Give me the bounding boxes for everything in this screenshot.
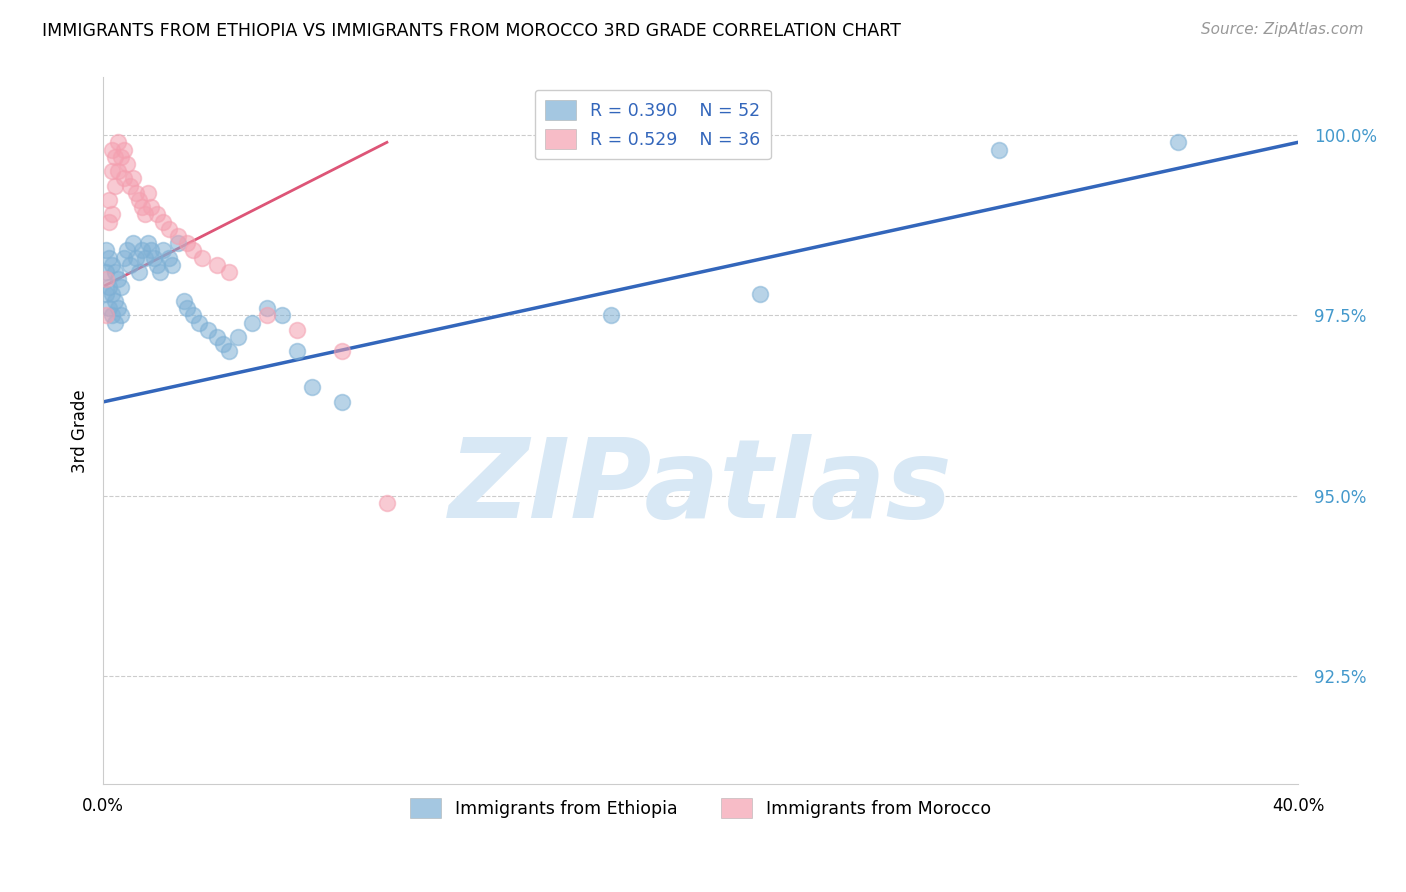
- Point: [122, 171, 145, 186]
- Point: [98, 214, 121, 228]
- Point: [125, 186, 148, 200]
- Point: [107, 272, 129, 286]
- Point: [139, 244, 162, 258]
- Point: [181, 309, 204, 323]
- Y-axis label: 3rd Grade: 3rd Grade: [72, 389, 89, 473]
- Point: [110, 150, 132, 164]
- Point: [173, 293, 195, 308]
- Point: [101, 143, 124, 157]
- Point: [107, 164, 129, 178]
- Point: [98, 251, 121, 265]
- Point: [107, 301, 129, 315]
- Point: [375, 496, 398, 510]
- Point: [101, 258, 124, 272]
- Point: [205, 258, 228, 272]
- Point: [285, 344, 308, 359]
- Point: [301, 380, 323, 394]
- Point: [134, 207, 156, 221]
- Point: [101, 309, 124, 323]
- Point: [271, 309, 294, 323]
- Point: [98, 279, 121, 293]
- Point: [104, 150, 127, 164]
- Point: [128, 193, 150, 207]
- Point: [146, 258, 169, 272]
- Point: [94, 244, 117, 258]
- Point: [218, 344, 240, 359]
- Point: [139, 200, 162, 214]
- Point: [110, 279, 132, 293]
- Point: [190, 251, 212, 265]
- Point: [104, 293, 127, 308]
- Point: [94, 309, 117, 323]
- Point: [157, 251, 180, 265]
- Point: [94, 265, 117, 279]
- Point: [118, 178, 141, 193]
- Point: [187, 316, 209, 330]
- Point: [152, 214, 174, 228]
- Point: [256, 309, 278, 323]
- Point: [211, 337, 233, 351]
- Point: [166, 229, 188, 244]
- Point: [157, 222, 180, 236]
- Point: [101, 286, 124, 301]
- Point: [136, 186, 159, 200]
- Point: [176, 301, 198, 315]
- Point: [226, 330, 249, 344]
- Point: [142, 251, 165, 265]
- Point: [205, 330, 228, 344]
- Point: [110, 309, 132, 323]
- Point: [115, 244, 138, 258]
- Point: [1167, 136, 1189, 150]
- Point: [152, 244, 174, 258]
- Point: [197, 323, 219, 337]
- Point: [166, 236, 188, 251]
- Point: [98, 193, 121, 207]
- Point: [176, 236, 198, 251]
- Point: [112, 143, 135, 157]
- Point: [131, 244, 153, 258]
- Text: ZIPatlas: ZIPatlas: [449, 434, 952, 541]
- Point: [122, 236, 145, 251]
- Point: [94, 272, 117, 286]
- Point: [101, 207, 124, 221]
- Point: [330, 344, 353, 359]
- Point: [600, 309, 623, 323]
- Text: Source: ZipAtlas.com: Source: ZipAtlas.com: [1201, 22, 1364, 37]
- Point: [128, 265, 150, 279]
- Point: [112, 251, 135, 265]
- Point: [94, 286, 117, 301]
- Text: IMMIGRANTS FROM ETHIOPIA VS IMMIGRANTS FROM MOROCCO 3RD GRADE CORRELATION CHART: IMMIGRANTS FROM ETHIOPIA VS IMMIGRANTS F…: [42, 22, 901, 40]
- Point: [218, 265, 240, 279]
- Point: [285, 323, 308, 337]
- Point: [988, 143, 1011, 157]
- Point: [149, 265, 172, 279]
- Point: [112, 171, 135, 186]
- Point: [160, 258, 183, 272]
- Point: [242, 316, 264, 330]
- Point: [104, 178, 127, 193]
- Point: [181, 244, 204, 258]
- Point: [107, 136, 129, 150]
- Legend: Immigrants from Ethiopia, Immigrants from Morocco: Immigrants from Ethiopia, Immigrants fro…: [404, 791, 998, 825]
- Point: [118, 258, 141, 272]
- Point: [146, 207, 169, 221]
- Point: [330, 395, 353, 409]
- Point: [131, 200, 153, 214]
- Point: [749, 286, 772, 301]
- Point: [101, 164, 124, 178]
- Point: [134, 251, 156, 265]
- Point: [136, 236, 159, 251]
- Point: [104, 265, 127, 279]
- Point: [125, 251, 148, 265]
- Point: [256, 301, 278, 315]
- Point: [115, 157, 138, 171]
- Point: [98, 301, 121, 315]
- Point: [104, 316, 127, 330]
